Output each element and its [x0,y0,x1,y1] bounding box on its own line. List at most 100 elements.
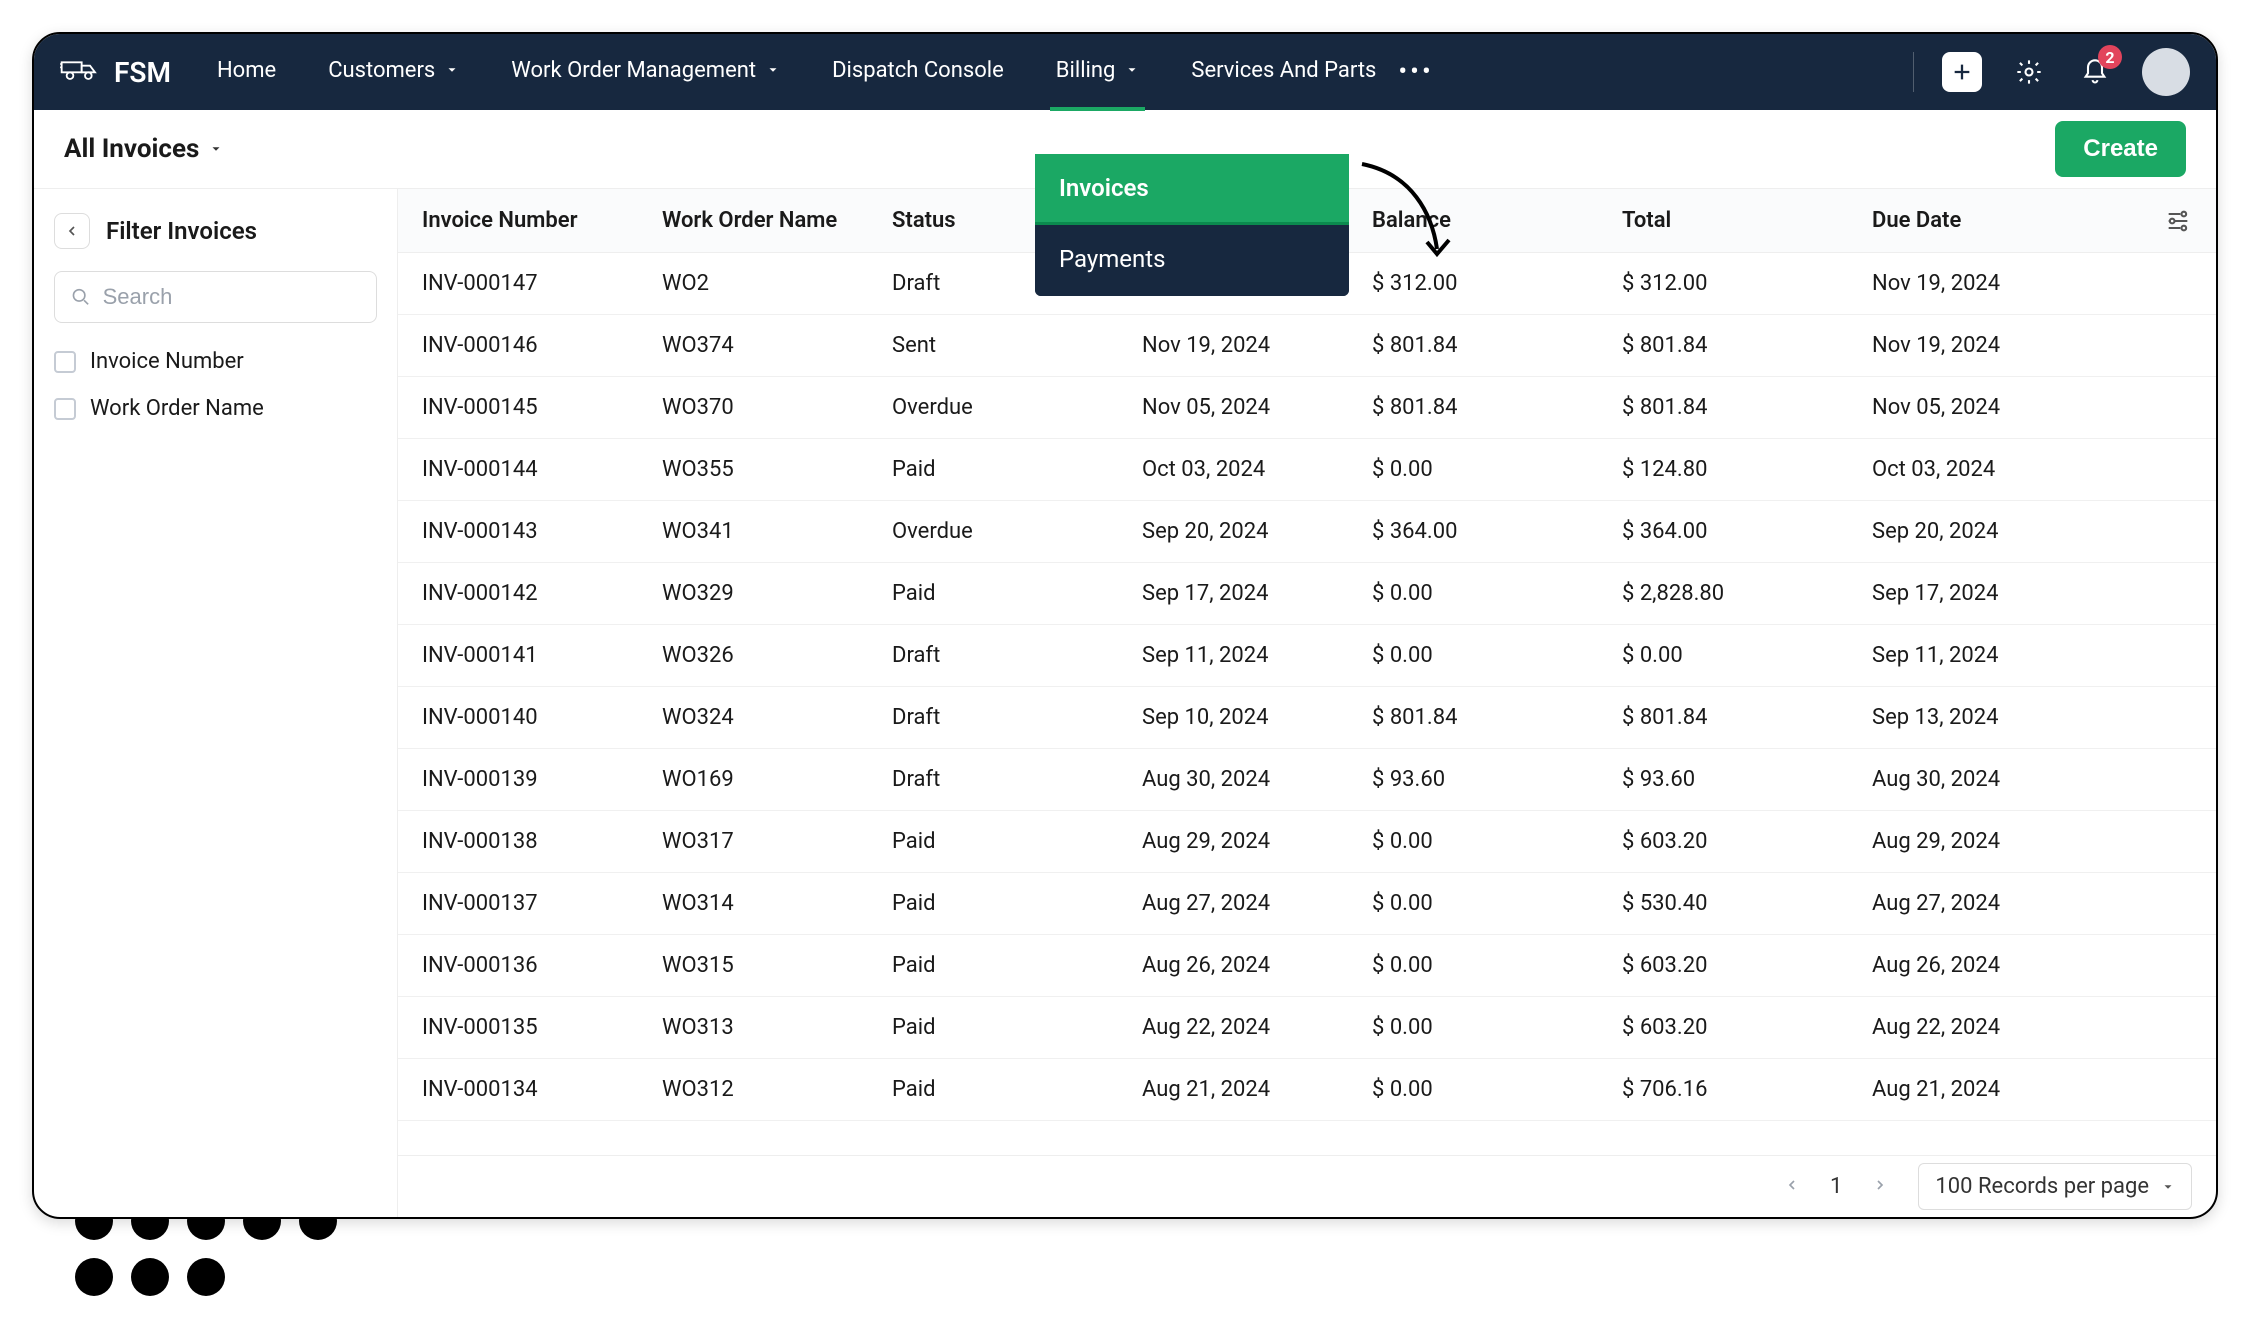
table-cell: Paid [892,1015,1142,1040]
table-cell: WO374 [662,333,892,358]
content: Filter Invoices Invoice NumberWork Order… [34,188,2216,1217]
table-cell: $ 0.00 [1372,457,1622,482]
dropdown-item-payments[interactable]: Payments [1035,225,1349,296]
table-cell: INV-000146 [422,333,662,358]
table-cell: Aug 21, 2024 [1142,1077,1372,1102]
table-row[interactable]: INV-000139WO169DraftAug 30, 2024$ 93.60$… [398,749,2216,811]
filter-sidebar: Filter Invoices Invoice NumberWork Order… [34,189,398,1217]
table-row[interactable]: INV-000138WO317PaidAug 29, 2024$ 0.00$ 6… [398,811,2216,873]
brand[interactable]: FSM [60,54,171,91]
table-cell: INV-000139 [422,767,662,792]
filter-option-invoice-number[interactable]: Invoice Number [54,349,377,374]
filter-option-label: Work Order Name [90,396,264,421]
table-cell: WO317 [662,829,892,854]
pager-next-button[interactable] [1864,1170,1896,1203]
filter-back-button[interactable] [54,213,90,249]
table-cell: $ 0.00 [1372,891,1622,916]
avatar[interactable] [2142,48,2190,96]
nav-item-label: Work Order Management [511,58,756,83]
table-cell: $ 312.00 [1372,271,1622,296]
table-cell: INV-000145 [422,395,662,420]
chevron-down-icon [1125,63,1139,77]
table-row[interactable]: INV-000142WO329PaidSep 17, 2024$ 0.00$ 2… [398,563,2216,625]
table-cell: Sent [892,333,1142,358]
notifications-bell-icon[interactable]: 2 [2076,53,2114,91]
table-cell: $ 2,828.80 [1622,581,1872,606]
table-row[interactable]: INV-000141WO326DraftSep 11, 2024$ 0.00$ … [398,625,2216,687]
table-cell: Aug 27, 2024 [1142,891,1372,916]
table-cell: $ 364.00 [1622,519,1872,544]
column-header[interactable]: Due Date [1872,208,2132,233]
table-row[interactable]: INV-000134WO312PaidAug 21, 2024$ 0.00$ 7… [398,1059,2216,1121]
notification-badge: 2 [2098,45,2122,69]
table-cell: Aug 29, 2024 [1142,829,1372,854]
settings-gear-icon[interactable] [2010,53,2048,91]
table-cell: WO314 [662,891,892,916]
nav-item-billing[interactable]: Billing [1050,34,1146,111]
nav-item-customers[interactable]: Customers [322,34,465,111]
pager-pagesize-label: 100 Records per page [1935,1174,2149,1199]
filter-search-input[interactable] [103,284,360,310]
table-cell: $ 801.84 [1372,705,1622,730]
table-cell: WO355 [662,457,892,482]
table-row[interactable]: INV-000135WO313PaidAug 22, 2024$ 0.00$ 6… [398,997,2216,1059]
table-cell: WO315 [662,953,892,978]
nav-item-label: Services And Parts [1191,58,1376,83]
table-cell: Aug 22, 2024 [1142,1015,1372,1040]
billing-dropdown: InvoicesPayments [1035,154,1349,296]
table-cell: WO341 [662,519,892,544]
table-cell: $ 801.84 [1622,333,1872,358]
table-cell: $ 0.00 [1372,829,1622,854]
add-button[interactable] [1942,52,1982,92]
table-row[interactable]: INV-000140WO324DraftSep 10, 2024$ 801.84… [398,687,2216,749]
column-header[interactable]: Balance [1372,208,1622,233]
column-header[interactable]: Work Order Name [662,208,892,233]
table-cell: INV-000142 [422,581,662,606]
table-row[interactable]: INV-000136WO315PaidAug 26, 2024$ 0.00$ 6… [398,935,2216,997]
table-cell: Sep 11, 2024 [1872,643,2132,668]
filter-option-work-order-name[interactable]: Work Order Name [54,396,377,421]
table-cell: INV-000136 [422,953,662,978]
table-cell: Paid [892,891,1142,916]
table-row[interactable]: INV-000143WO341OverdueSep 20, 2024$ 364.… [398,501,2216,563]
table-row[interactable]: INV-000146WO374SentNov 19, 2024$ 801.84$… [398,315,2216,377]
table-cell: Nov 19, 2024 [1872,333,2132,358]
table-cell: $ 801.84 [1372,333,1622,358]
table-row[interactable]: INV-000137WO314PaidAug 27, 2024$ 0.00$ 5… [398,873,2216,935]
table-cell: $ 0.00 [1372,1077,1622,1102]
pager-pagesize-select[interactable]: 100 Records per page [1918,1163,2192,1210]
table-cell: Overdue [892,395,1142,420]
table-cell: $ 603.20 [1622,1015,1872,1040]
nav-more-icon[interactable]: ••• [1392,57,1439,87]
search-icon [71,286,91,308]
nav-item-services-and-parts[interactable]: Services And Parts [1185,34,1382,111]
table-cell: Aug 30, 2024 [1142,767,1372,792]
nav-item-label: Home [217,58,276,83]
table-cell: $ 0.00 [1372,643,1622,668]
column-header[interactable]: Invoice Number [422,208,662,233]
nav-item-dispatch-console[interactable]: Dispatch Console [826,34,1010,111]
table-cell: Nov 19, 2024 [1872,271,2132,296]
table-row[interactable]: INV-000145WO370OverdueNov 05, 2024$ 801.… [398,377,2216,439]
table-cell: Paid [892,1077,1142,1102]
nav-item-work-order-management[interactable]: Work Order Management [505,34,786,111]
table-settings-icon[interactable] [2164,207,2192,235]
table-cell: WO329 [662,581,892,606]
brand-label: FSM [114,56,171,89]
create-button[interactable]: Create [2055,121,2186,177]
table-cell: Oct 03, 2024 [1872,457,2132,482]
table-cell: $ 801.84 [1622,395,1872,420]
table-row[interactable]: INV-000144WO355PaidOct 03, 2024$ 0.00$ 1… [398,439,2216,501]
table-cell: $ 93.60 [1372,767,1622,792]
table-cell: $ 603.20 [1622,829,1872,854]
pager-prev-button[interactable] [1776,1170,1808,1203]
table-cell: WO312 [662,1077,892,1102]
table-cell: $ 530.40 [1622,891,1872,916]
table-cell: Paid [892,953,1142,978]
table-cell: $ 93.60 [1622,767,1872,792]
column-header[interactable]: Total [1622,208,1872,233]
nav-item-home[interactable]: Home [211,34,282,111]
dropdown-item-invoices[interactable]: Invoices [1035,154,1349,225]
page-title-dropdown[interactable]: All Invoices [64,134,223,164]
filter-search[interactable] [54,271,377,323]
